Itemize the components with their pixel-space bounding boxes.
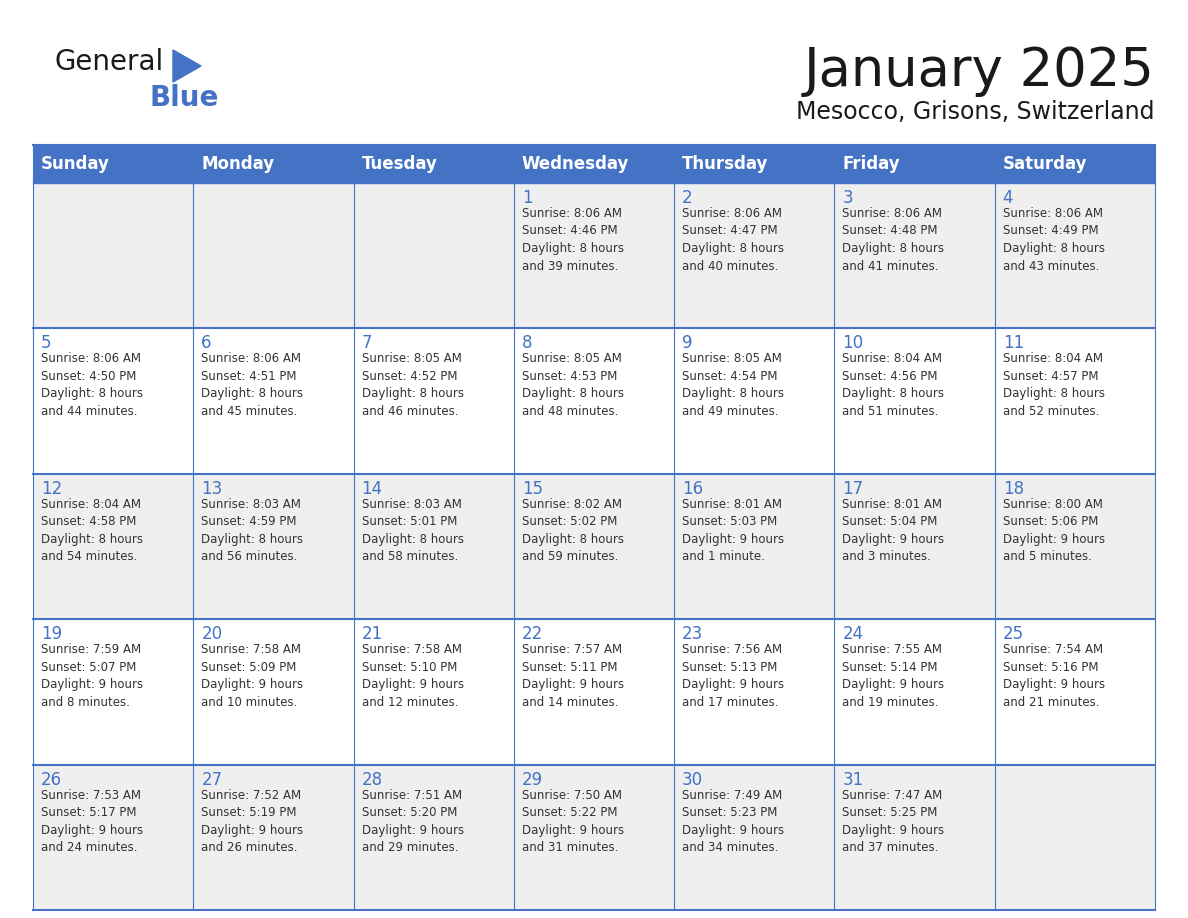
Text: Saturday: Saturday	[1003, 155, 1087, 173]
Text: Sunrise: 7:47 AM
Sunset: 5:25 PM
Daylight: 9 hours
and 37 minutes.: Sunrise: 7:47 AM Sunset: 5:25 PM Dayligh…	[842, 789, 944, 854]
Text: 7: 7	[361, 334, 372, 353]
Text: 8: 8	[522, 334, 532, 353]
Text: 27: 27	[201, 770, 222, 789]
Text: Sunday: Sunday	[42, 155, 109, 173]
Text: 31: 31	[842, 770, 864, 789]
Text: 5: 5	[42, 334, 51, 353]
Text: 1: 1	[522, 189, 532, 207]
Bar	[33, 620, 1155, 765]
Text: Sunrise: 7:56 AM
Sunset: 5:13 PM
Daylight: 9 hours
and 17 minutes.: Sunrise: 7:56 AM Sunset: 5:13 PM Dayligh…	[682, 644, 784, 709]
Text: Sunrise: 8:06 AM
Sunset: 4:48 PM
Daylight: 8 hours
and 41 minutes.: Sunrise: 8:06 AM Sunset: 4:48 PM Dayligh…	[842, 207, 944, 273]
Text: 3: 3	[842, 189, 853, 207]
Text: 4: 4	[1003, 189, 1013, 207]
Bar	[33, 145, 194, 183]
Text: Sunrise: 8:01 AM
Sunset: 5:03 PM
Daylight: 9 hours
and 1 minute.: Sunrise: 8:01 AM Sunset: 5:03 PM Dayligh…	[682, 498, 784, 564]
Text: 28: 28	[361, 770, 383, 789]
Text: Blue: Blue	[150, 84, 220, 112]
Text: Sunrise: 7:58 AM
Sunset: 5:09 PM
Daylight: 9 hours
and 10 minutes.: Sunrise: 7:58 AM Sunset: 5:09 PM Dayligh…	[201, 644, 303, 709]
Text: Sunrise: 8:05 AM
Sunset: 4:52 PM
Daylight: 8 hours
and 46 minutes.: Sunrise: 8:05 AM Sunset: 4:52 PM Dayligh…	[361, 353, 463, 418]
Text: 6: 6	[201, 334, 211, 353]
Bar	[674, 145, 834, 183]
Text: 18: 18	[1003, 480, 1024, 498]
Text: Sunrise: 8:06 AM
Sunset: 4:47 PM
Daylight: 8 hours
and 40 minutes.: Sunrise: 8:06 AM Sunset: 4:47 PM Dayligh…	[682, 207, 784, 273]
Text: 16: 16	[682, 480, 703, 498]
Text: 25: 25	[1003, 625, 1024, 644]
Text: Sunrise: 8:05 AM
Sunset: 4:53 PM
Daylight: 8 hours
and 48 minutes.: Sunrise: 8:05 AM Sunset: 4:53 PM Dayligh…	[522, 353, 624, 418]
Text: 14: 14	[361, 480, 383, 498]
Text: Sunrise: 8:04 AM
Sunset: 4:57 PM
Daylight: 8 hours
and 52 minutes.: Sunrise: 8:04 AM Sunset: 4:57 PM Dayligh…	[1003, 353, 1105, 418]
Bar	[33, 183, 1155, 329]
Text: 26: 26	[42, 770, 62, 789]
Text: Sunrise: 7:54 AM
Sunset: 5:16 PM
Daylight: 9 hours
and 21 minutes.: Sunrise: 7:54 AM Sunset: 5:16 PM Dayligh…	[1003, 644, 1105, 709]
Text: Sunrise: 7:49 AM
Sunset: 5:23 PM
Daylight: 9 hours
and 34 minutes.: Sunrise: 7:49 AM Sunset: 5:23 PM Dayligh…	[682, 789, 784, 854]
Text: Tuesday: Tuesday	[361, 155, 437, 173]
Bar	[33, 329, 1155, 474]
Text: 19: 19	[42, 625, 62, 644]
Bar	[33, 765, 1155, 910]
Text: Sunrise: 8:04 AM
Sunset: 4:56 PM
Daylight: 8 hours
and 51 minutes.: Sunrise: 8:04 AM Sunset: 4:56 PM Dayligh…	[842, 353, 944, 418]
Text: Sunrise: 7:52 AM
Sunset: 5:19 PM
Daylight: 9 hours
and 26 minutes.: Sunrise: 7:52 AM Sunset: 5:19 PM Dayligh…	[201, 789, 303, 854]
Text: Thursday: Thursday	[682, 155, 769, 173]
Text: Sunrise: 7:50 AM
Sunset: 5:22 PM
Daylight: 9 hours
and 31 minutes.: Sunrise: 7:50 AM Sunset: 5:22 PM Dayligh…	[522, 789, 624, 854]
Text: Sunrise: 8:00 AM
Sunset: 5:06 PM
Daylight: 9 hours
and 5 minutes.: Sunrise: 8:00 AM Sunset: 5:06 PM Dayligh…	[1003, 498, 1105, 564]
Polygon shape	[173, 50, 201, 82]
Text: 21: 21	[361, 625, 383, 644]
Bar	[33, 474, 1155, 620]
Text: 12: 12	[42, 480, 62, 498]
Text: January 2025: January 2025	[804, 45, 1155, 97]
Text: Wednesday: Wednesday	[522, 155, 630, 173]
Text: Sunrise: 8:03 AM
Sunset: 4:59 PM
Daylight: 8 hours
and 56 minutes.: Sunrise: 8:03 AM Sunset: 4:59 PM Dayligh…	[201, 498, 303, 564]
Text: 29: 29	[522, 770, 543, 789]
Text: Sunrise: 8:01 AM
Sunset: 5:04 PM
Daylight: 9 hours
and 3 minutes.: Sunrise: 8:01 AM Sunset: 5:04 PM Dayligh…	[842, 498, 944, 564]
Bar	[834, 145, 994, 183]
Text: Sunrise: 8:04 AM
Sunset: 4:58 PM
Daylight: 8 hours
and 54 minutes.: Sunrise: 8:04 AM Sunset: 4:58 PM Dayligh…	[42, 498, 143, 564]
Text: 9: 9	[682, 334, 693, 353]
Text: Sunrise: 8:06 AM
Sunset: 4:50 PM
Daylight: 8 hours
and 44 minutes.: Sunrise: 8:06 AM Sunset: 4:50 PM Dayligh…	[42, 353, 143, 418]
Text: Sunrise: 8:05 AM
Sunset: 4:54 PM
Daylight: 8 hours
and 49 minutes.: Sunrise: 8:05 AM Sunset: 4:54 PM Dayligh…	[682, 353, 784, 418]
Text: Mesocco, Grisons, Switzerland: Mesocco, Grisons, Switzerland	[796, 100, 1155, 124]
Text: 15: 15	[522, 480, 543, 498]
Text: 13: 13	[201, 480, 222, 498]
Text: 22: 22	[522, 625, 543, 644]
Text: 2: 2	[682, 189, 693, 207]
Text: Sunrise: 7:57 AM
Sunset: 5:11 PM
Daylight: 9 hours
and 14 minutes.: Sunrise: 7:57 AM Sunset: 5:11 PM Dayligh…	[522, 644, 624, 709]
Text: 20: 20	[201, 625, 222, 644]
Bar	[194, 145, 354, 183]
Text: Sunrise: 7:58 AM
Sunset: 5:10 PM
Daylight: 9 hours
and 12 minutes.: Sunrise: 7:58 AM Sunset: 5:10 PM Dayligh…	[361, 644, 463, 709]
Text: Sunrise: 8:06 AM
Sunset: 4:49 PM
Daylight: 8 hours
and 43 minutes.: Sunrise: 8:06 AM Sunset: 4:49 PM Dayligh…	[1003, 207, 1105, 273]
Text: Friday: Friday	[842, 155, 901, 173]
Bar	[354, 145, 514, 183]
Text: Sunrise: 7:51 AM
Sunset: 5:20 PM
Daylight: 9 hours
and 29 minutes.: Sunrise: 7:51 AM Sunset: 5:20 PM Dayligh…	[361, 789, 463, 854]
Bar	[994, 145, 1155, 183]
Text: 17: 17	[842, 480, 864, 498]
Text: 10: 10	[842, 334, 864, 353]
Text: Monday: Monday	[201, 155, 274, 173]
Text: Sunrise: 8:02 AM
Sunset: 5:02 PM
Daylight: 8 hours
and 59 minutes.: Sunrise: 8:02 AM Sunset: 5:02 PM Dayligh…	[522, 498, 624, 564]
Text: Sunrise: 7:59 AM
Sunset: 5:07 PM
Daylight: 9 hours
and 8 minutes.: Sunrise: 7:59 AM Sunset: 5:07 PM Dayligh…	[42, 644, 143, 709]
Text: 24: 24	[842, 625, 864, 644]
Text: Sunrise: 8:06 AM
Sunset: 4:51 PM
Daylight: 8 hours
and 45 minutes.: Sunrise: 8:06 AM Sunset: 4:51 PM Dayligh…	[201, 353, 303, 418]
Text: General: General	[55, 48, 164, 76]
Text: Sunrise: 7:55 AM
Sunset: 5:14 PM
Daylight: 9 hours
and 19 minutes.: Sunrise: 7:55 AM Sunset: 5:14 PM Dayligh…	[842, 644, 944, 709]
Text: Sunrise: 7:53 AM
Sunset: 5:17 PM
Daylight: 9 hours
and 24 minutes.: Sunrise: 7:53 AM Sunset: 5:17 PM Dayligh…	[42, 789, 143, 854]
Text: 30: 30	[682, 770, 703, 789]
Text: Sunrise: 8:06 AM
Sunset: 4:46 PM
Daylight: 8 hours
and 39 minutes.: Sunrise: 8:06 AM Sunset: 4:46 PM Dayligh…	[522, 207, 624, 273]
Bar	[514, 145, 674, 183]
Text: Sunrise: 8:03 AM
Sunset: 5:01 PM
Daylight: 8 hours
and 58 minutes.: Sunrise: 8:03 AM Sunset: 5:01 PM Dayligh…	[361, 498, 463, 564]
Text: 23: 23	[682, 625, 703, 644]
Text: 11: 11	[1003, 334, 1024, 353]
